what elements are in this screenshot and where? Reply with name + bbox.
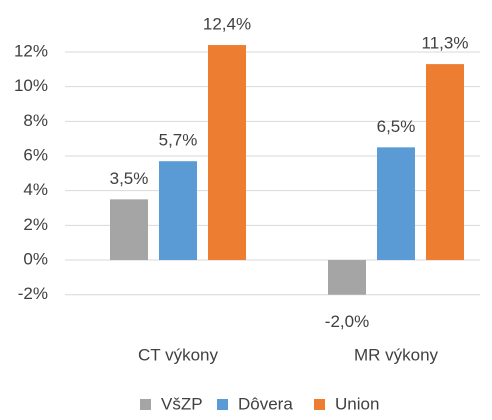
y-tick-label: -2%	[18, 284, 48, 303]
bar	[328, 260, 366, 295]
x-tick-label: CT výkony	[138, 345, 218, 364]
value-label: 6,5%	[377, 117, 416, 136]
y-tick-label: 6%	[23, 145, 48, 164]
legend-label: Union	[335, 394, 379, 413]
y-tick-label: 10%	[14, 76, 48, 95]
legend-swatch	[140, 399, 151, 410]
y-tick-label: 4%	[23, 180, 48, 199]
value-label: 11,3%	[422, 34, 469, 53]
value-label: -2,0%	[325, 312, 369, 331]
legend-label: VšZP	[161, 394, 203, 413]
bar	[110, 199, 148, 261]
value-label: 12,4%	[203, 15, 251, 34]
y-tick-label: 0%	[23, 250, 48, 269]
bar	[159, 161, 197, 261]
bar	[426, 64, 464, 261]
legend-label: Dôvera	[238, 394, 293, 413]
legend-swatch	[217, 399, 228, 410]
bar	[208, 45, 246, 261]
y-tick-label: 12%	[14, 41, 48, 60]
value-label: 3,5%	[110, 169, 149, 188]
x-tick-label: MR výkony	[354, 345, 439, 364]
y-tick-label: 8%	[23, 111, 48, 130]
legend-swatch	[314, 399, 325, 410]
y-tick-label: 2%	[23, 215, 48, 234]
value-label: 5,7%	[159, 131, 198, 150]
bar	[377, 147, 415, 261]
